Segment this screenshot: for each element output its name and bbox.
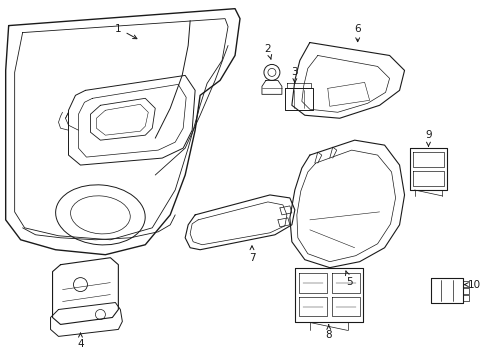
Text: 8: 8 bbox=[325, 325, 331, 341]
Text: 4: 4 bbox=[77, 333, 83, 349]
Text: 1: 1 bbox=[115, 24, 137, 39]
Text: 2: 2 bbox=[264, 44, 271, 59]
Text: 6: 6 bbox=[354, 24, 360, 42]
Text: 10: 10 bbox=[464, 280, 480, 289]
Text: 3: 3 bbox=[291, 67, 298, 83]
Text: 7: 7 bbox=[248, 246, 255, 263]
Text: 9: 9 bbox=[424, 130, 431, 146]
Text: 5: 5 bbox=[345, 271, 352, 287]
